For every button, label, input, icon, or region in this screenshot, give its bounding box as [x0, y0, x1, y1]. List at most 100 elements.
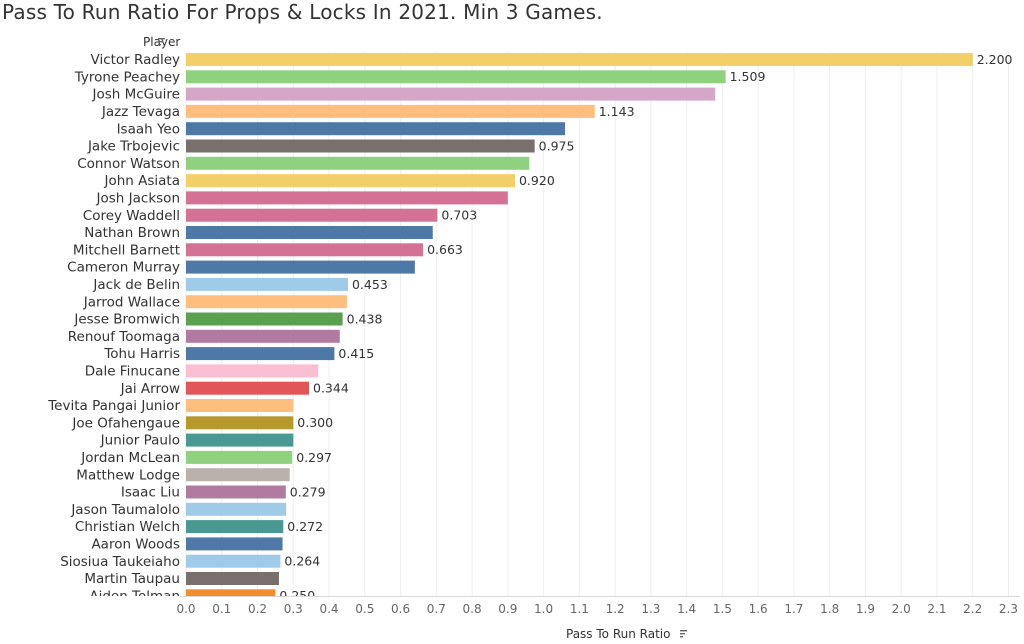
bar[interactable]: [186, 295, 347, 309]
row-label: Aaron Woods: [91, 537, 180, 553]
data-label: 2.200: [977, 52, 1013, 67]
bar[interactable]: [186, 70, 726, 84]
data-label: 0.300: [297, 415, 333, 430]
row-label: Mitchell Barnett: [73, 242, 180, 258]
bar-row[interactable]: Tevita Pangai Junior: [47, 398, 294, 414]
row-label: Matthew Lodge: [76, 467, 180, 483]
bar-row[interactable]: Connor Watson: [77, 156, 530, 172]
x-tick-label: 0.0: [176, 602, 195, 616]
row-label: Siosiua Taukeiaho: [60, 554, 180, 570]
bar-row[interactable]: Aaron Woods: [91, 537, 283, 553]
bar-row[interactable]: Christian Welch 0.272: [75, 519, 323, 535]
bar[interactable]: [186, 87, 716, 101]
bar-row[interactable]: Josh Jackson: [96, 191, 508, 207]
bar[interactable]: [186, 554, 281, 568]
bar-row[interactable]: Jason Taumalolo: [70, 502, 287, 518]
bar[interactable]: [186, 347, 335, 361]
x-tick-label: 1.4: [677, 602, 696, 616]
bar-row[interactable]: Jack de Belin 0.453: [92, 277, 387, 293]
x-tick-label: 1.1: [570, 602, 589, 616]
bar[interactable]: [186, 502, 287, 516]
bar-row[interactable]: Cameron Murray: [67, 260, 415, 276]
bar-row[interactable]: Jazz Tevaga 1.143: [101, 104, 635, 120]
bar[interactable]: [186, 53, 973, 66]
bar[interactable]: [186, 122, 566, 136]
data-label: 0.975: [539, 138, 575, 153]
row-label: Jake Trbojevic: [87, 139, 180, 155]
bar-row[interactable]: Nathan Brown: [84, 225, 433, 241]
data-label: 0.415: [338, 346, 374, 361]
x-tick-label: 0.6: [391, 602, 410, 616]
data-label: 0.453: [352, 277, 388, 292]
bar-row[interactable]: Tyrone Peachey 1.509: [74, 69, 766, 85]
bar[interactable]: [186, 156, 530, 170]
bar[interactable]: [186, 572, 279, 585]
bar-row[interactable]: Jordan McLean 0.297: [80, 450, 332, 466]
bar[interactable]: [186, 312, 343, 326]
x-tick-label: 2.2: [963, 602, 982, 616]
bar-row[interactable]: Jake Trbojevic 0.975: [87, 138, 575, 154]
bar[interactable]: [186, 208, 438, 222]
bar[interactable]: [186, 416, 294, 430]
bar[interactable]: [186, 468, 290, 482]
bar-row[interactable]: Joe Ofahengaue 0.300: [71, 415, 333, 431]
row-label: Dale Finucane: [85, 364, 180, 380]
row-label: Isaac Liu: [121, 485, 180, 501]
bar-row[interactable]: John Asiata 0.920: [103, 173, 554, 189]
bar[interactable]: [186, 381, 310, 395]
bar-row[interactable]: Corey Waddell 0.703: [83, 208, 477, 224]
data-label: 0.297: [296, 450, 332, 465]
bar[interactable]: [186, 399, 294, 412]
bar[interactable]: [186, 433, 294, 447]
bar[interactable]: [186, 191, 508, 205]
bar[interactable]: [186, 243, 424, 257]
sort-icon[interactable]: [158, 38, 165, 46]
data-label: 0.663: [427, 242, 463, 257]
x-tick-label: 1.6: [749, 602, 768, 616]
bar-row[interactable]: Josh McGuire: [91, 87, 716, 103]
bar[interactable]: [186, 277, 348, 291]
bar[interactable]: [186, 226, 433, 239]
data-label: 0.279: [290, 484, 326, 499]
row-label: Christian Welch: [75, 519, 180, 535]
bar-row[interactable]: Siosiua Taukeiaho 0.264: [60, 554, 320, 570]
bar-row[interactable]: Isaah Yeo: [117, 121, 566, 137]
bar-row[interactable]: Isaac Liu 0.279: [121, 484, 326, 500]
bar-row[interactable]: Mitchell Barnett 0.663: [73, 242, 463, 258]
x-tick-label: 0.3: [284, 602, 303, 616]
bar-row[interactable]: Jesse Bromwich 0.438: [73, 311, 382, 327]
bar[interactable]: [186, 174, 515, 188]
bar[interactable]: [186, 104, 595, 118]
bar-row[interactable]: Martin Taupau: [84, 571, 279, 587]
bar-row[interactable]: Dale Finucane: [85, 364, 319, 380]
row-label: Junior Paulo: [100, 433, 180, 449]
bar[interactable]: [186, 485, 286, 499]
x-tick-label: 2.1: [927, 602, 946, 616]
row-label: Jesse Bromwich: [73, 312, 180, 328]
bar-row[interactable]: Victor Radley 2.200: [91, 52, 1013, 68]
bar[interactable]: [186, 260, 415, 274]
bar[interactable]: [186, 589, 276, 602]
bar[interactable]: [186, 139, 535, 153]
bar[interactable]: [186, 364, 319, 378]
x-tick-label: 1.3: [641, 602, 660, 616]
bar-row[interactable]: Aiden Tolman 0.250: [89, 588, 315, 604]
bar[interactable]: [186, 520, 284, 534]
data-label: 0.438: [347, 311, 383, 326]
x-tick-label: 1.7: [784, 602, 803, 616]
bar-row[interactable]: Jarrod Wallace: [83, 294, 347, 310]
bar-row[interactable]: Renouf Toomaga: [68, 329, 340, 345]
sort-icon[interactable]: [680, 630, 687, 638]
row-label: Jordan McLean: [80, 450, 180, 466]
bar[interactable]: [186, 450, 293, 464]
bar[interactable]: [186, 537, 283, 551]
bar-row[interactable]: Junior Paulo: [100, 433, 294, 449]
bar-row[interactable]: Jai Arrow 0.344: [120, 381, 349, 397]
bar-row[interactable]: Matthew Lodge: [76, 467, 290, 483]
x-tick-label: 0.8: [463, 602, 482, 616]
bar[interactable]: [186, 329, 340, 343]
data-label: 0.264: [284, 554, 320, 569]
x-tick-label: 1.2: [606, 602, 625, 616]
x-tick-label: 1.0: [534, 602, 553, 616]
bar-row[interactable]: Tohu Harris 0.415: [103, 346, 374, 362]
